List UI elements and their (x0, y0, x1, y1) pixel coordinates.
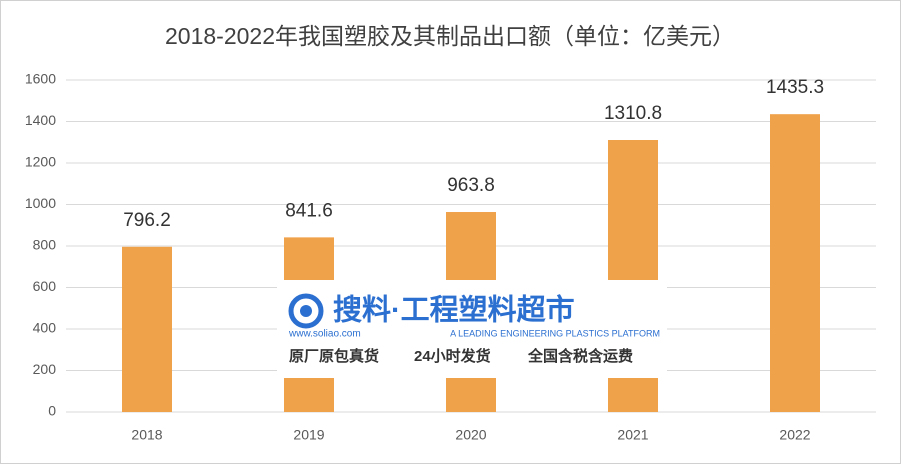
watermark-box (277, 280, 667, 378)
value-label: 841.6 (285, 200, 333, 221)
value-label: 1435.3 (766, 77, 824, 98)
y-tick-label: 1400 (25, 112, 56, 128)
watermark-tagline: 原厂原包真货 (289, 347, 379, 365)
y-tick-label: 800 (33, 237, 57, 253)
chart-title: 2018-2022年我国塑胶及其制品出口额（单位：亿美元） (165, 23, 735, 49)
y-tick-label: 600 (33, 278, 57, 294)
watermark-logo (288, 293, 324, 329)
x-tick-label: 2019 (293, 427, 324, 443)
y-tick-label: 1200 (25, 154, 56, 170)
x-tick-label: 2020 (455, 427, 486, 443)
bar (770, 114, 820, 413)
y-tick-label: 400 (33, 320, 57, 336)
watermark-slogan: A LEADING ENGINEERING PLASTICS PLATFORM (450, 328, 660, 338)
watermark-tagline: 24小时发货 (414, 347, 491, 365)
y-tick-label: 1600 (25, 71, 56, 87)
y-tick-label: 1000 (25, 195, 56, 211)
watermark-url: www.soliao.com (288, 329, 361, 340)
watermark-tagline: 全国含税含运费 (527, 347, 633, 365)
x-tick-label: 2018 (131, 427, 162, 443)
watermark: 搜料·工程塑料超市 www.soliao.com A LEADING ENGIN… (277, 280, 667, 378)
value-label: 963.8 (447, 175, 495, 196)
bar (122, 246, 172, 412)
x-tick-label: 2022 (779, 427, 810, 443)
watermark-brand: 搜料·工程塑料超市 (333, 293, 575, 327)
watermark-logo-dot (300, 305, 312, 317)
value-label: 796.2 (123, 210, 171, 231)
x-tick-label: 2021 (617, 427, 648, 443)
value-label: 1310.8 (604, 103, 662, 124)
y-tick-label: 200 (33, 361, 57, 377)
y-tick-label: 0 (48, 403, 56, 419)
